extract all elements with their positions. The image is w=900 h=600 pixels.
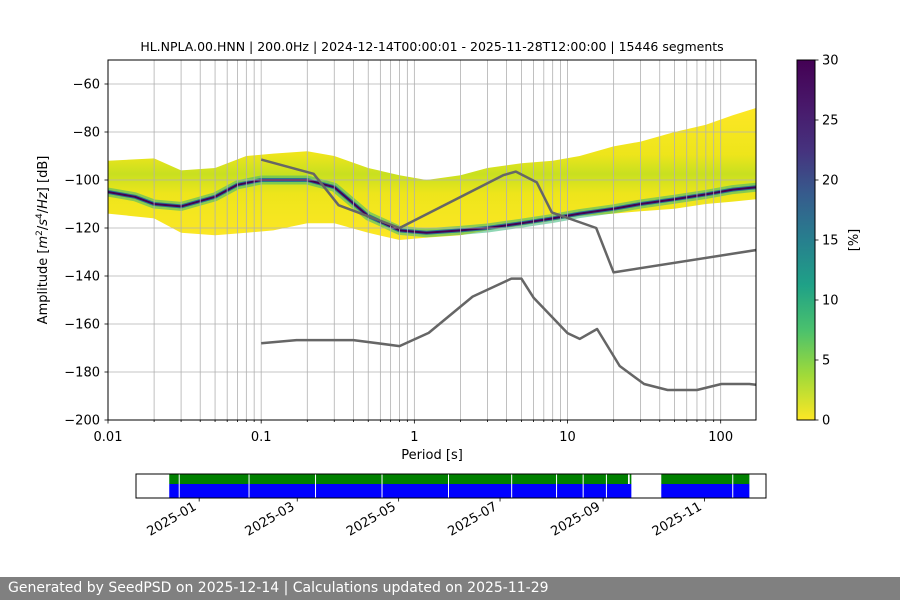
- x-tick-label: 0.1: [251, 430, 272, 445]
- footer-bar: Generated by SeedPSD on 2025-12-14 | Cal…: [0, 577, 900, 600]
- chart-title: HL.NPLA.00.HNN | 200.0Hz | 2024-12-14T00…: [140, 39, 723, 54]
- timeline-frame: [135, 473, 767, 499]
- y-tick-label: −80: [73, 126, 100, 141]
- coverage-timeline: 2025-01 2025-03 2025-05 2025-07 2025-09 2025-…: [135, 473, 767, 540]
- timeline-tick-label: 2025-03: [243, 499, 298, 539]
- colorbar-tick-label: 20: [822, 174, 839, 189]
- y-tick-label: −60: [73, 78, 100, 93]
- colorbar-label: [%]: [847, 229, 862, 252]
- timeline-tick-label: 2025-05: [344, 499, 399, 539]
- y-axis-ticks: −60 −80 −100 −120 −140 −160 −180 −200: [64, 78, 108, 429]
- timeline-tick-label: 2025-11: [650, 499, 705, 539]
- timeline-bars: [169, 474, 750, 498]
- used-data-bar: [169, 474, 629, 484]
- available-data-bar: [661, 484, 750, 498]
- colorbar-tick-label: 10: [822, 294, 839, 309]
- nlnm-line: [261, 277, 756, 392]
- available-data-bar: [169, 484, 632, 498]
- colorbar-ticks: 0 5 10 15 20 25 30: [815, 54, 839, 429]
- colorbar-tick-label: 5: [822, 354, 830, 369]
- colorbar-tick-label: 25: [822, 114, 839, 129]
- x-tick-label: 10: [559, 430, 576, 445]
- colorbar-gradient: [796, 59, 816, 421]
- y-tick-label: −100: [64, 174, 100, 189]
- colorbar-tick-label: 30: [822, 54, 839, 69]
- used-data-bar: [661, 474, 750, 484]
- x-axis-ticks: 0.01 0.1 1 10 100: [94, 420, 733, 445]
- timeline-ticks: 2025-01 2025-03 2025-05 2025-07 2025-09 2025-…: [145, 498, 705, 540]
- plot-area: 0.01 0.1 1 10 100 −60 −80 −100 −120 −140 −160 −180…: [64, 59, 757, 445]
- footer-text: Generated by SeedPSD on 2025-12-14 | Cal…: [8, 580, 549, 596]
- used-data-bar: [629, 474, 632, 484]
- grid-vertical: [107, 60, 722, 420]
- pdf-mode-core: [108, 179, 756, 234]
- colorbar: 0 5 10 15 20 25 30 [%]: [796, 54, 862, 429]
- noise-model-lines: [260, 158, 756, 392]
- y-tick-label: −120: [64, 222, 100, 237]
- y-tick-label: −180: [64, 366, 100, 381]
- x-axis-label: Period [s]: [401, 448, 463, 463]
- figure: HL.NPLA.00.HNN | 200.0Hz | 2024-12-14T00…: [35, 39, 862, 540]
- colorbar-tick-label: 15: [822, 234, 839, 249]
- pdf-layer: [108, 108, 756, 240]
- colorbar-tick-label: 0: [822, 414, 830, 429]
- y-tick-label: −140: [64, 270, 100, 285]
- y-axis-label: Amplitude [m2/s4/Hz] [dB]: [35, 156, 51, 325]
- timeline-tick-label: 2025-07: [445, 499, 500, 539]
- pdf-band: [108, 108, 756, 240]
- x-tick-label: 0.01: [94, 430, 123, 445]
- y-tick-label: −200: [64, 414, 100, 429]
- x-tick-label: 100: [708, 430, 733, 445]
- plot-frame: [107, 59, 757, 421]
- grid-horizontal: [108, 83, 756, 421]
- timeline-tick-label: 2025-09: [549, 499, 604, 539]
- timeline-tick-label: 2025-01: [145, 499, 200, 539]
- y-tick-label: −160: [64, 318, 100, 333]
- x-tick-label: 1: [410, 430, 418, 445]
- plot-background: [108, 60, 756, 420]
- nhnm-line: [260, 158, 756, 274]
